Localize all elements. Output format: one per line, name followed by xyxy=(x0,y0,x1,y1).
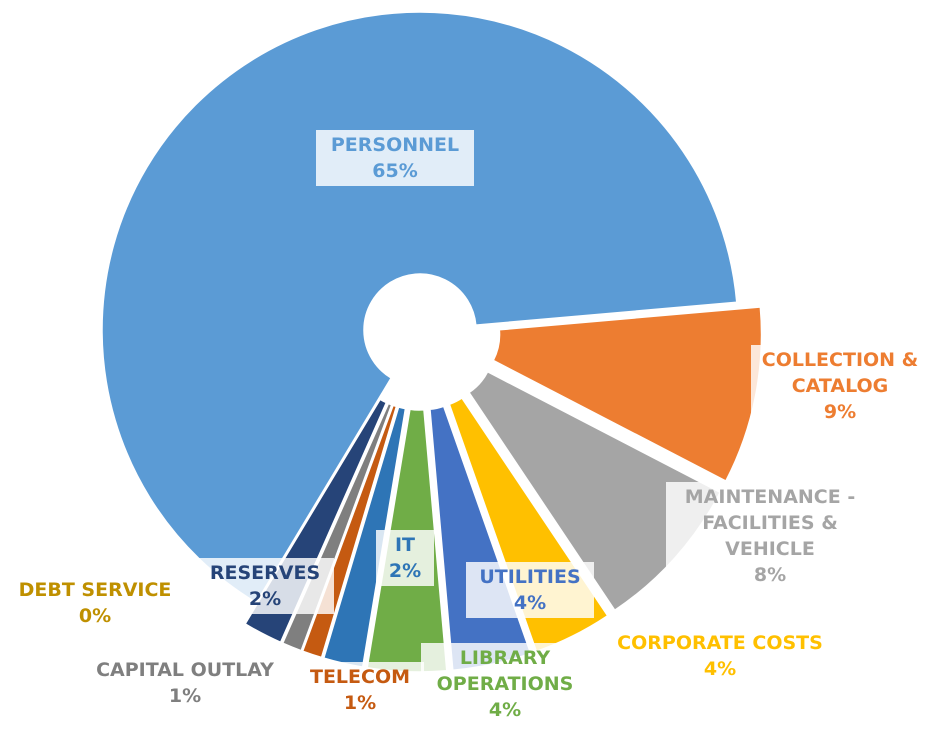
data-label: COLLECTION & CATALOG 9% xyxy=(751,345,929,427)
value-label: 4% xyxy=(513,592,547,614)
slice xyxy=(101,11,738,604)
data-label: IT 2% xyxy=(376,530,434,586)
category-label: PERSONNEL xyxy=(330,134,460,156)
data-label: CORPORATE COSTS 4% xyxy=(601,628,839,684)
value-label: 2% xyxy=(248,588,282,610)
category-label: LIBRARY OPERATIONS xyxy=(436,647,574,695)
value-label: 1% xyxy=(343,692,377,714)
value-label: 0% xyxy=(78,605,112,627)
value-label: 2% xyxy=(388,560,422,582)
category-label: MAINTENANCE - FACILITIES & VEHICLE xyxy=(684,486,856,560)
category-label: RESERVES xyxy=(209,562,321,584)
data-label: MAINTENANCE - FACILITIES & VEHICLE 8% xyxy=(666,482,874,590)
data-label: PERSONNEL 65% xyxy=(316,130,474,186)
data-label: RESERVES 2% xyxy=(196,558,334,614)
value-label: 4% xyxy=(703,658,737,680)
data-label: CAPITAL OUTLAY 1% xyxy=(81,655,289,711)
category-label: COLLECTION & CATALOG xyxy=(761,349,919,397)
data-label: DEBT SERVICE 0% xyxy=(6,575,184,631)
category-label: TELECOM xyxy=(309,666,411,688)
value-label: 8% xyxy=(753,564,787,586)
value-label: 65% xyxy=(372,160,418,182)
value-label: 4% xyxy=(488,699,522,721)
data-label: LIBRARY OPERATIONS 4% xyxy=(421,643,589,725)
data-label: TELECOM 1% xyxy=(296,662,424,718)
value-label: 9% xyxy=(823,401,857,423)
category-label: DEBT SERVICE xyxy=(18,579,172,601)
value-label: 1% xyxy=(168,685,202,707)
category-label: CORPORATE COSTS xyxy=(617,632,823,654)
category-label: UTILITIES xyxy=(479,566,581,588)
category-label: CAPITAL OUTLAY xyxy=(96,659,274,681)
category-label: IT xyxy=(394,534,416,556)
data-label: UTILITIES 4% xyxy=(466,562,594,618)
